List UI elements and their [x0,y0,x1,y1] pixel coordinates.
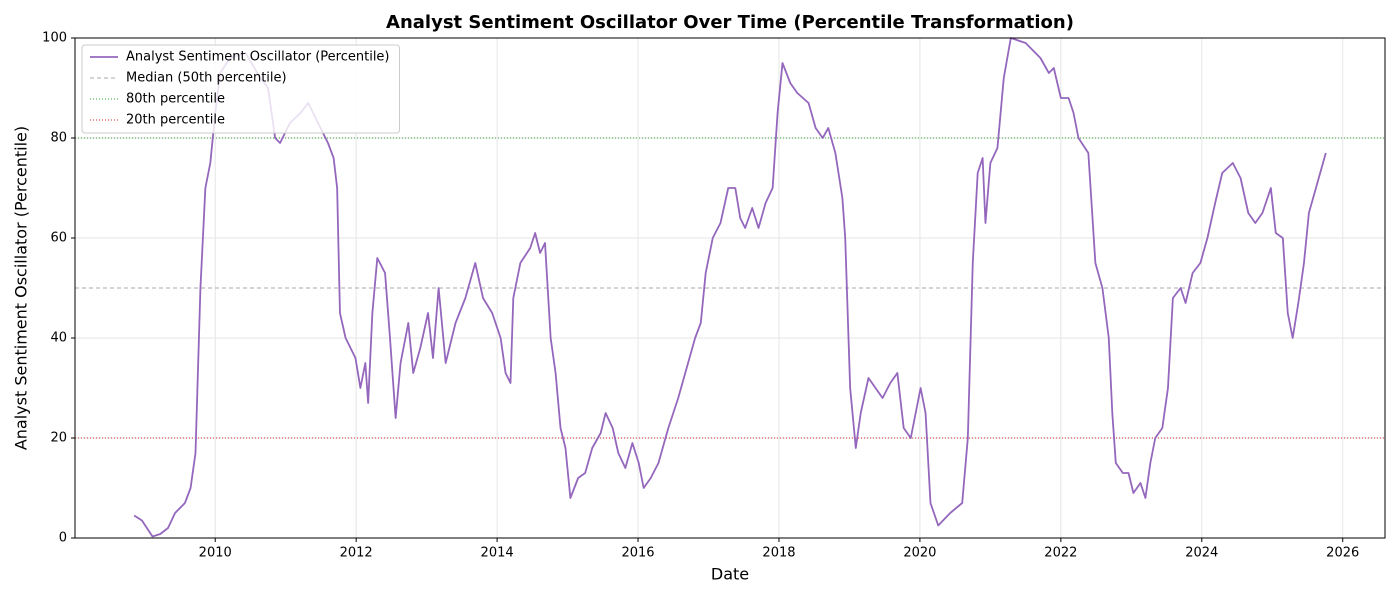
chart-title: Analyst Sentiment Oscillator Over Time (… [386,12,1074,33]
y-tick-label: 80 [50,131,67,146]
legend-label: 80th percentile [126,92,225,107]
legend-box [81,44,400,134]
y-tick-label: 60 [50,231,67,246]
x-tick-label: 2014 [481,546,514,561]
data-line [133,37,1327,538]
x-axis-label: Date [711,565,749,584]
y-tick-label: 20 [50,431,67,446]
x-tick-label: 2024 [1185,546,1218,561]
y-axis-label: Analyst Sentiment Oscillator (Percentile… [12,126,31,450]
x-tick-label: 2012 [340,546,373,561]
x-tick-label: 2020 [903,546,936,561]
legend-label: Analyst Sentiment Oscillator (Percentile… [126,50,390,65]
legend: Analyst Sentiment Oscillator (Percentile… [81,44,400,134]
x-tick-label: 2016 [621,546,654,561]
x-tick-label: 2026 [1326,546,1359,561]
y-tick-label: 0 [59,531,67,546]
y-tick-label: 40 [50,331,67,346]
y-tick-label: 100 [42,31,67,46]
plot-frame [74,37,1386,539]
x-tick-label: 2022 [1044,546,1077,561]
x-tick-label: 2010 [199,546,232,561]
legend-label: 20th percentile [126,113,225,128]
legend-label: Median (50th percentile) [126,71,287,86]
x-tick-label: 2018 [762,546,795,561]
